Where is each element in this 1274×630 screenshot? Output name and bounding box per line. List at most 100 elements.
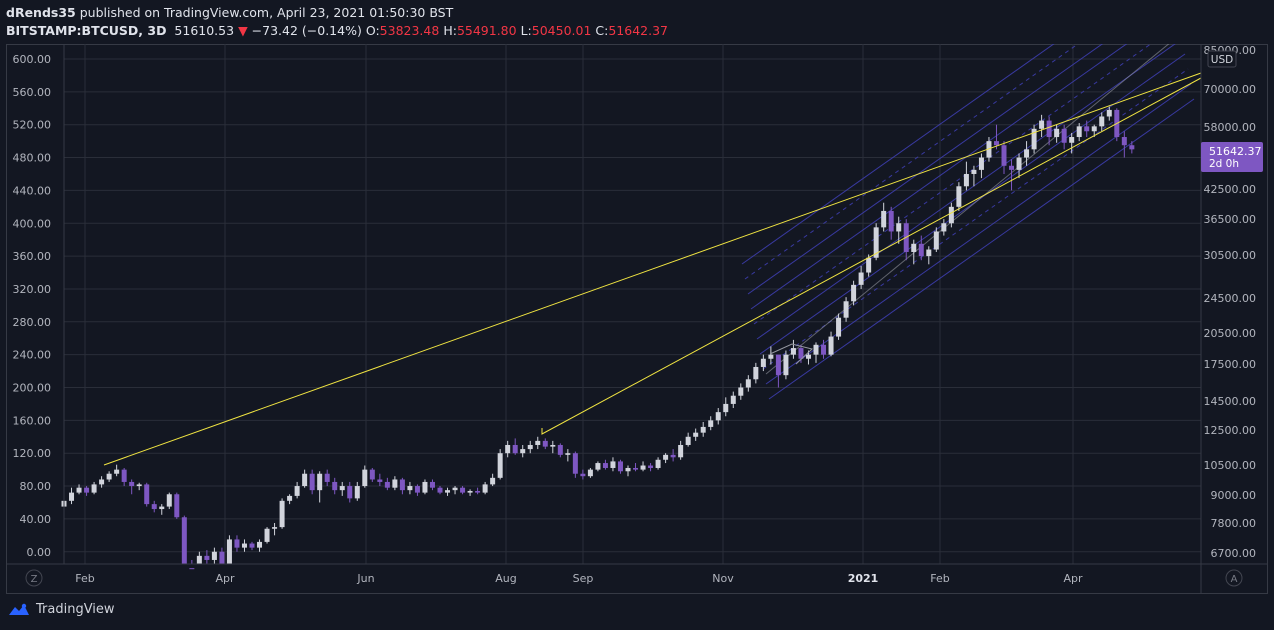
time-tick-label: Jun xyxy=(356,572,374,585)
candle-body xyxy=(685,436,691,445)
candle-body xyxy=(399,479,405,491)
left-tick-label: 600.00 xyxy=(13,53,52,66)
symbol-label[interactable]: BITSTAMP:BTCUSD, 3D xyxy=(6,23,167,38)
candle-body xyxy=(715,412,721,421)
channel-line xyxy=(753,23,1180,325)
right-tick-label: 17500.00 xyxy=(1204,358,1257,371)
candle-body xyxy=(445,490,451,493)
candle-body xyxy=(497,453,503,478)
right-tick-label: 70000.00 xyxy=(1204,83,1257,96)
brand-name[interactable]: TradingView xyxy=(36,602,115,617)
candlestick-chart[interactable]: 600.00 560.00 520.00 480.00 440.00 400.00 360.… xyxy=(6,0,1268,594)
candle-body xyxy=(535,440,541,445)
candle-body xyxy=(189,568,195,570)
open-value: 53823.48 xyxy=(379,23,440,38)
right-tick-label: 9000.00 xyxy=(1211,489,1257,502)
chart-border xyxy=(6,44,1268,594)
close-value: 51642.37 xyxy=(608,23,669,38)
right-price-axis[interactable]: 85000.0070000.0058000.0050000.0042500.00… xyxy=(1200,44,1257,594)
candle-body xyxy=(881,210,887,228)
candle-body xyxy=(1031,128,1037,150)
candle-body xyxy=(482,484,488,493)
open-label: O: xyxy=(365,23,380,38)
candle-body xyxy=(723,403,729,413)
candle-body xyxy=(617,461,623,472)
zoom-reset-button[interactable] xyxy=(25,569,43,587)
candle-body xyxy=(587,469,593,477)
candle-body xyxy=(565,453,571,455)
candle-body xyxy=(1121,137,1127,146)
time-tick-label: 2021 xyxy=(848,572,879,585)
candle-body xyxy=(542,440,548,447)
candles xyxy=(61,106,1135,570)
left-tick-label: 120.00 xyxy=(13,447,52,460)
auto-scale-button[interactable] xyxy=(1225,569,1243,587)
published-text: published on TradingView.com, April 23, … xyxy=(79,5,454,20)
candle-body xyxy=(129,481,135,487)
candle-body xyxy=(693,432,699,437)
candle-body xyxy=(460,487,466,493)
candle-body xyxy=(69,492,75,501)
candle-body xyxy=(1084,126,1090,132)
candle-body xyxy=(858,272,864,285)
candle-body xyxy=(414,486,420,493)
currency-box[interactable] xyxy=(1207,50,1237,68)
last-price-badge-time: 2d 0h xyxy=(1209,158,1239,170)
candle-body xyxy=(655,459,661,468)
candle-body xyxy=(339,486,345,491)
right-tick-label: 30500.00 xyxy=(1204,249,1257,262)
candle-body xyxy=(362,469,368,487)
candle-body xyxy=(798,348,804,359)
candle-body xyxy=(580,473,586,477)
right-tick-label: 24500.00 xyxy=(1204,292,1257,305)
candle-body xyxy=(429,481,435,488)
channel-line xyxy=(756,38,1183,340)
left-tick-label: 200.00 xyxy=(13,382,52,395)
zoom-button-label: Z xyxy=(31,574,38,585)
candle-body xyxy=(144,484,150,505)
footer-brand: TradingView xyxy=(8,602,115,617)
candle-body xyxy=(527,444,533,450)
candle-body xyxy=(678,444,684,458)
candle-body xyxy=(204,555,210,560)
pitchfork-channel xyxy=(741,0,1195,400)
candle-body xyxy=(287,495,293,501)
candle-body xyxy=(557,444,563,455)
candle-body xyxy=(956,186,962,207)
candle-body xyxy=(377,479,383,482)
candle-body xyxy=(91,484,97,493)
candle-body xyxy=(730,395,736,404)
left-tick-label: 360.00 xyxy=(13,250,52,263)
time-axis[interactable]: Feb Apr Jun Aug Sep Nov 2021 Feb Apr xyxy=(6,563,1268,585)
left-tick-label: 480.00 xyxy=(13,152,52,165)
time-tick-label: Sep xyxy=(573,572,594,585)
time-tick-label: Nov xyxy=(712,572,734,585)
left-tick-label: 320.00 xyxy=(13,283,52,296)
candle-body xyxy=(595,463,601,470)
right-tick-label: 7800.00 xyxy=(1211,517,1257,530)
left-tick-label: 520.00 xyxy=(13,119,52,132)
high-label: H: xyxy=(443,23,457,38)
low-value: 50450.01 xyxy=(531,23,592,38)
candle-body xyxy=(332,481,338,491)
channel-line xyxy=(750,8,1177,310)
candle-body xyxy=(1009,165,1015,170)
candle-body xyxy=(166,494,172,507)
candle-body xyxy=(753,366,759,380)
left-tick-label: 240.00 xyxy=(13,349,52,362)
candle-body xyxy=(971,169,977,174)
publisher-name[interactable]: dRends35 xyxy=(6,5,76,20)
candle-body xyxy=(550,444,556,447)
candle-body xyxy=(640,465,646,470)
candle-body xyxy=(851,284,857,302)
candle-body xyxy=(1046,120,1052,138)
left-price-axis[interactable]: 600.00 560.00 520.00 480.00 440.00 400.00 360.… xyxy=(13,44,65,564)
time-tick-label: Apr xyxy=(1063,572,1083,585)
time-tick-label: Feb xyxy=(930,572,949,585)
candle-body xyxy=(738,387,744,396)
candle-body xyxy=(978,157,984,170)
candle-body xyxy=(821,344,827,355)
left-tick-label: 40.00 xyxy=(20,513,52,526)
candle-body xyxy=(896,223,902,232)
candle-body xyxy=(520,449,526,454)
